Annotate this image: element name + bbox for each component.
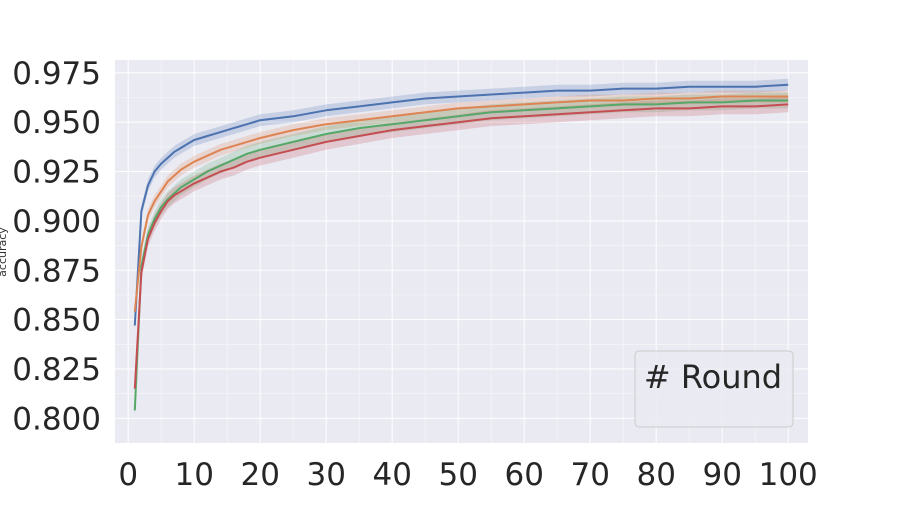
legend-box [634,350,794,428]
x-tick-label: 100 [759,457,818,493]
y-tick-label: 0.875 [12,253,101,289]
x-tick-label: 70 [570,457,609,493]
x-tick-label: 60 [504,457,543,493]
x-tick-label: 0 [118,457,138,493]
y-tick-label: 0.850 [12,303,101,339]
y-tick-label: 0.925 [12,155,101,191]
y-tick-label: 0.975 [12,56,101,92]
y-tick-label: 0.900 [12,204,101,240]
x-axis-ticks: 0 10 20 30 40 50 60 70 80 90 100 [118,457,817,493]
series-line-2 [133,95,789,312]
x-tick-label: 40 [372,457,411,493]
series-lines [133,83,789,411]
y-tick-label: 0.950 [12,105,101,141]
x-tick-label: 10 [174,457,213,493]
y-axis-ticks: 0.800 0.825 0.850 0.875 0.900 0.925 0.950 0.975 [12,56,101,437]
series-line-3 [133,99,789,411]
x-tick-label: 80 [636,457,675,493]
x-tick-label: 30 [306,457,345,493]
x-tick-label: 90 [702,457,741,493]
x-tick-label: 50 [438,457,477,493]
legend: # Round [634,350,794,428]
legend-title: # Round [644,358,782,396]
y-tick-label: 0.825 [12,352,101,388]
y-axis-label: accuracy [0,227,9,277]
y-tick-label: 0.800 [12,401,101,437]
x-tick-label: 20 [240,457,279,493]
series-line-1 [133,83,789,326]
series-line-4 [133,103,789,389]
